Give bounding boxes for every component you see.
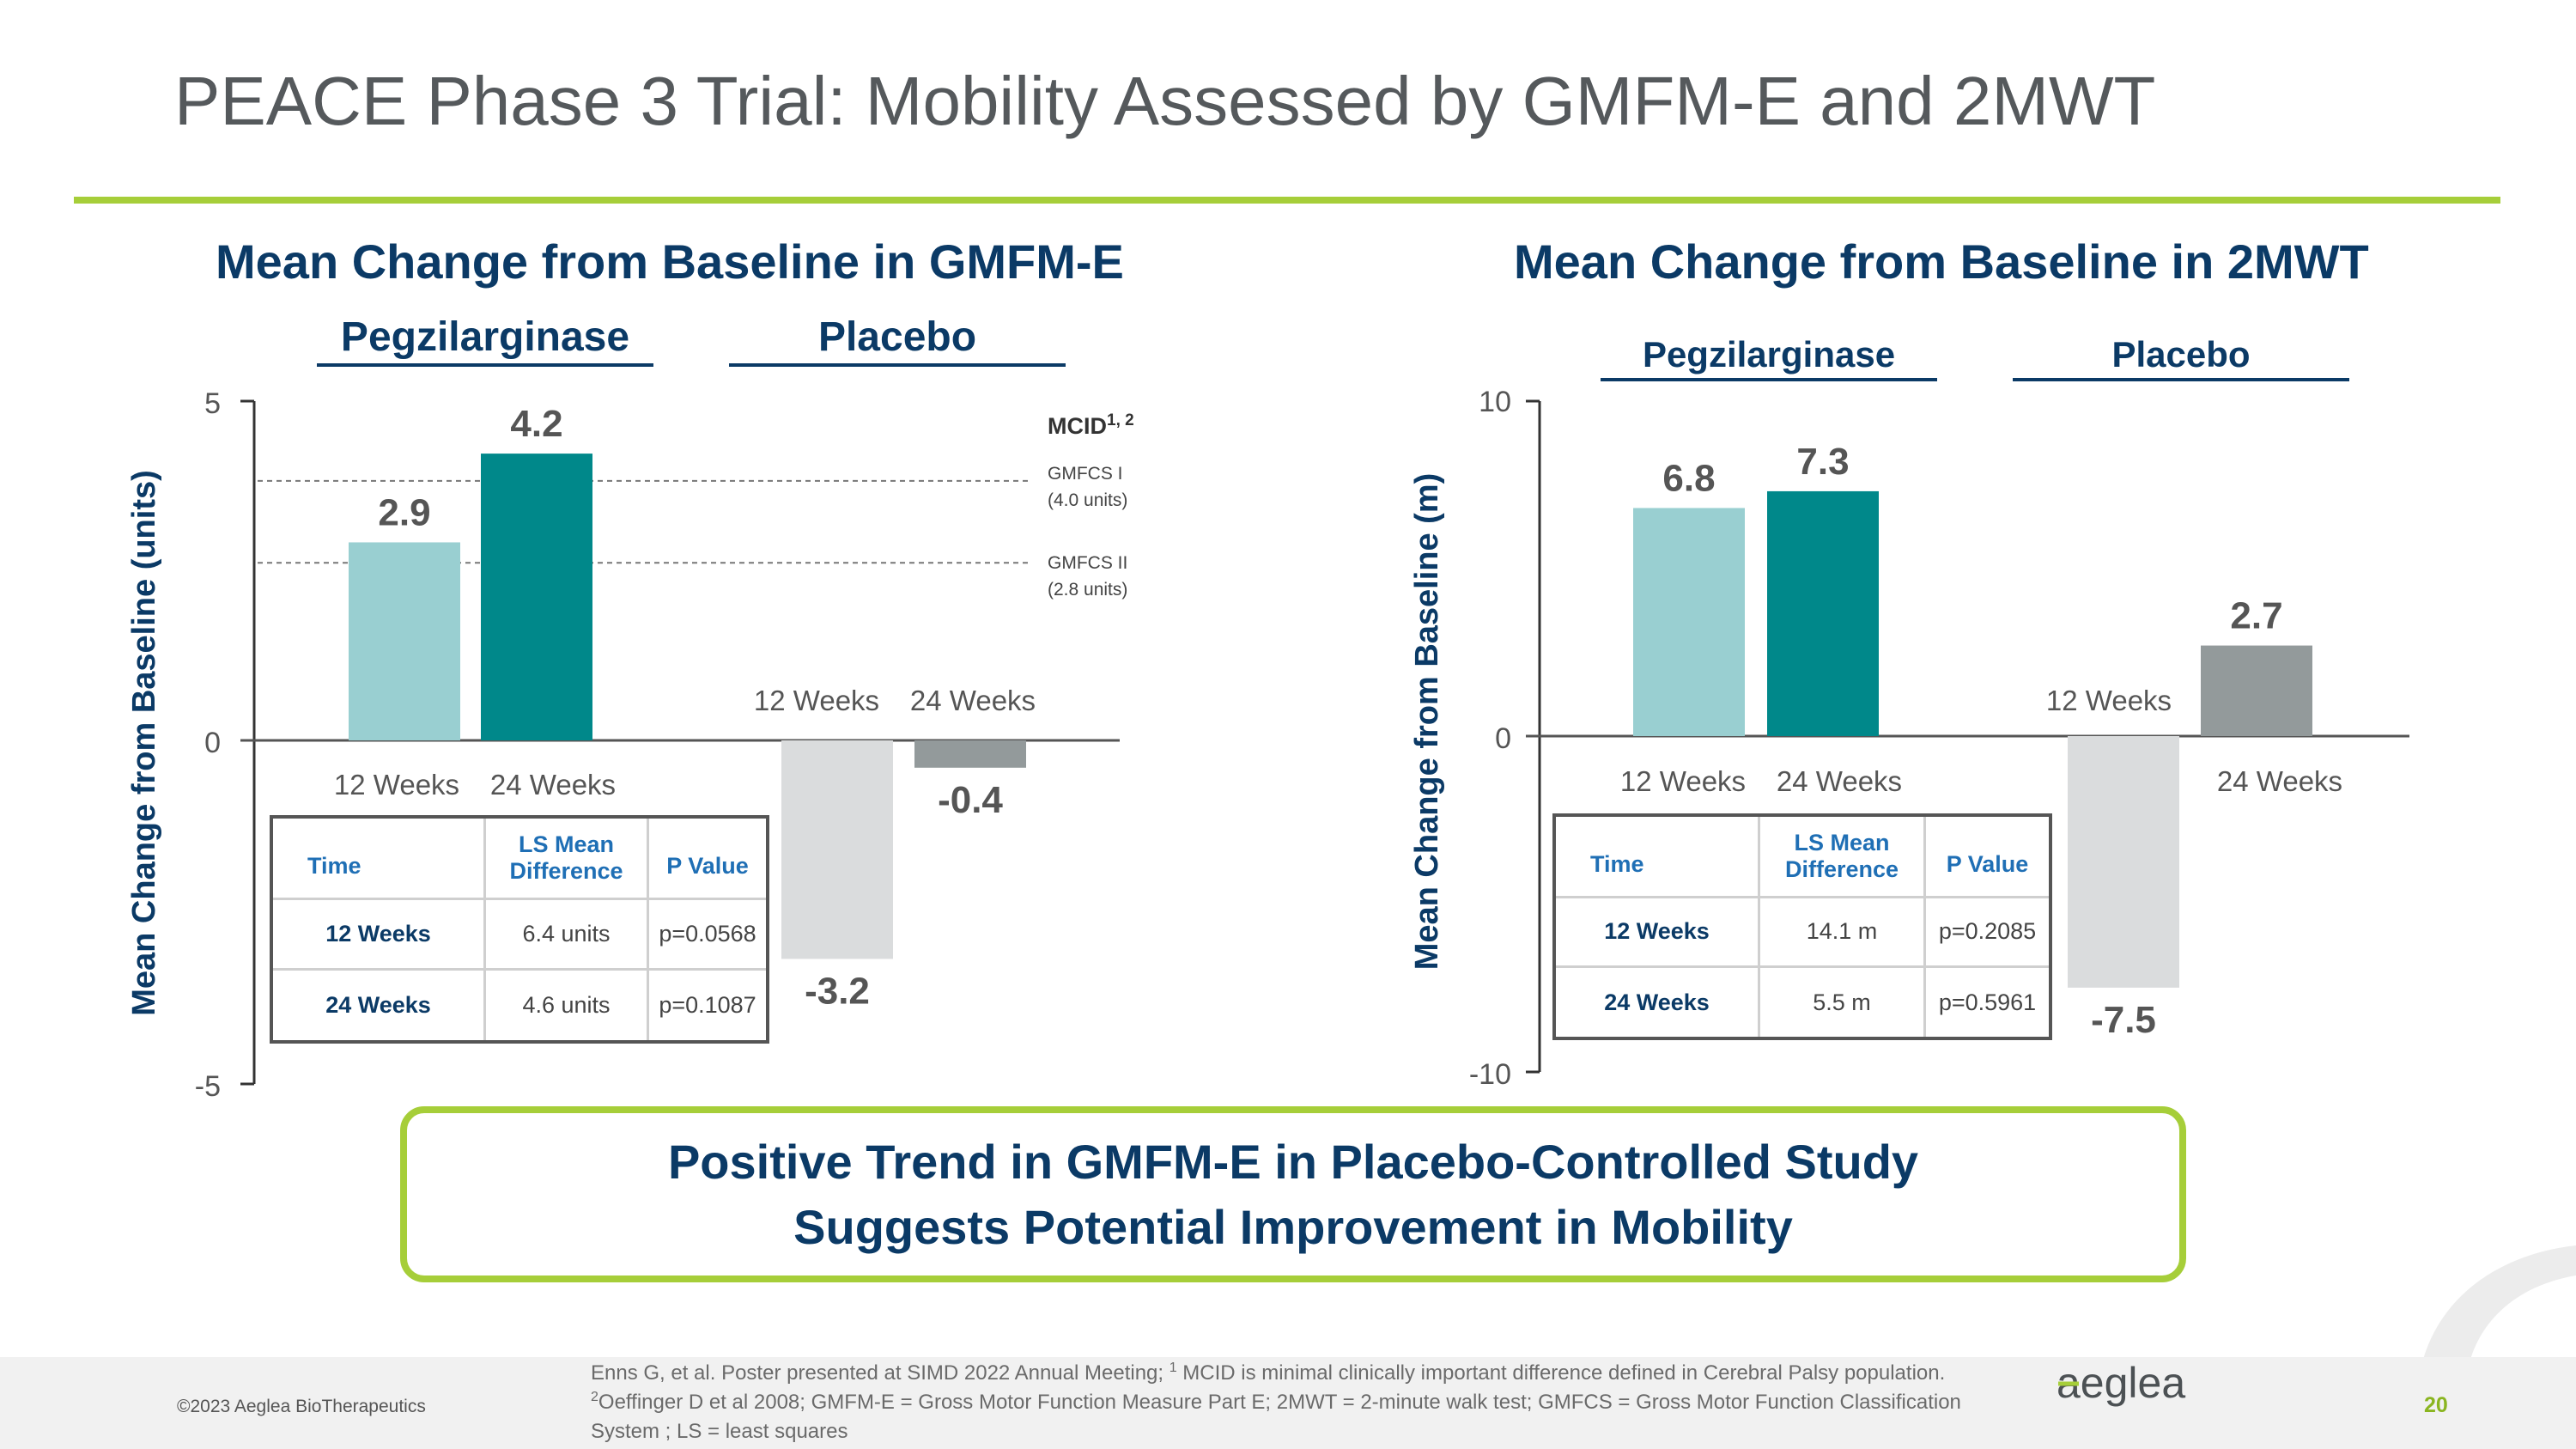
value-label-peg-12: 2.9 (378, 491, 430, 533)
x-label-placebo-24: 24 Weeks (2217, 765, 2342, 797)
table-cell-difference: 5.5 m (1758, 965, 1926, 1040)
table-cell-p-value: p=0.1087 (647, 968, 769, 1044)
aeglea-logo: aeglea (2057, 1361, 2185, 1407)
value-label-placebo-24: 2.7 (2230, 595, 2282, 637)
table-cell-p-value: p=0.2085 (1923, 895, 2052, 969)
mcid-gmfcs-ii-value: (2.8 units) (1048, 580, 1127, 600)
x-label-placebo-24: 24 Weeks (910, 685, 1036, 716)
table-row: 24 Weeks 5.5 m p=0.5961 (1552, 965, 2052, 1040)
mcid-gmfcs-i-label: GMFCS I (1048, 464, 1123, 484)
value-label-placebo-12: -3.2 (805, 970, 870, 1012)
footer-bar (0, 1357, 2576, 1449)
bar-peg-24-weeks (481, 454, 592, 740)
value-label-peg-12: 6.8 (1662, 457, 1715, 499)
table-cell-time: 24 Weeks (1552, 965, 1760, 1040)
2mwt-chart-title: Mean Change from Baseline in 2MWT (1514, 234, 2369, 289)
gmfm-stats-table: Time LS Mean Difference P Value 12 Weeks … (270, 815, 769, 1044)
key-takeaway-callout: Positive Trend in GMFM-E in Placebo-Cont… (400, 1106, 2186, 1282)
footnote: Enns G, et al. Poster presented at SIMD … (591, 1361, 1961, 1444)
bar-placebo-24-weeks (2201, 645, 2312, 736)
x-label-placebo-12: 12 Weeks (2046, 685, 2172, 716)
table-header-ls-mean: LS Mean Difference (483, 815, 649, 900)
page-number: 20 (2424, 1393, 2448, 1417)
bar-peg-12-weeks (1633, 508, 1745, 736)
x-label-peg-24: 24 Weeks (490, 769, 616, 801)
x-label-peg-12: 12 Weeks (334, 769, 459, 801)
value-label-peg-24: 7.3 (1796, 441, 1849, 483)
value-label-placebo-12: -7.5 (2091, 999, 2156, 1041)
x-label-peg-24: 24 Weeks (1777, 765, 1902, 797)
table-cell-difference: 14.1 m (1758, 895, 1926, 969)
gmfm-group-pegzilarginase: Pegzilarginase (317, 311, 653, 367)
callout-line-2: Suggests Potential Improvement in Mobili… (793, 1199, 1793, 1254)
x-label-peg-12: 12 Weeks (1620, 765, 1746, 797)
bar-peg-24-weeks (1767, 490, 1879, 736)
mcid-gmfcs-ii-label: GMFCS II (1048, 553, 1127, 573)
table-header-time: Time (1552, 813, 1760, 898)
title-divider (74, 197, 2500, 204)
table-row: 12 Weeks 14.1 m p=0.2085 (1552, 895, 2052, 969)
y-tick-label-top: 10 (1479, 386, 1511, 418)
y-tick-label-zero: 0 (1495, 722, 1511, 755)
y-tick-label-bottom: -5 (195, 1070, 221, 1103)
y-tick-label-bottom: -10 (1469, 1058, 1511, 1091)
bar-placebo-12-weeks (781, 740, 893, 959)
mcid-gmfcs-i-value: (4.0 units) (1048, 490, 1127, 510)
table-cell-difference: 4.6 units (483, 968, 649, 1044)
2mwt-stats-table: Time LS Mean Difference P Value 12 Weeks … (1552, 813, 2052, 1040)
value-label-placebo-24: -0.4 (938, 779, 1003, 821)
table-row: 12 Weeks 6.4 units p=0.0568 (270, 897, 769, 971)
gmfm-group-placebo: Placebo (729, 311, 1066, 367)
slide-title: PEACE Phase 3 Trial: Mobility Assessed b… (174, 63, 2156, 139)
y-axis-title: Mean Change from Baseline (m) (1409, 473, 1445, 971)
value-label-peg-24: 4.2 (510, 403, 562, 445)
copyright: ©2023 Aeglea BioTherapeutics (177, 1397, 426, 1416)
table-cell-p-value: p=0.0568 (647, 897, 769, 971)
table-cell-time: 24 Weeks (270, 968, 486, 1044)
y-tick-label-zero: 0 (204, 727, 221, 759)
table-cell-p-value: p=0.5961 (1923, 965, 2052, 1040)
table-row: 24 Weeks 4.6 units p=0.1087 (270, 968, 769, 1044)
gmfm-chart-title: Mean Change from Baseline in GMFM-E (216, 234, 1124, 289)
callout-line-1: Positive Trend in GMFM-E in Placebo-Cont… (667, 1134, 1919, 1189)
table-cell-time: 12 Weeks (1552, 895, 1760, 969)
table-cell-difference: 6.4 units (483, 897, 649, 971)
y-axis-title: Mean Change from Baseline (units) (126, 470, 162, 1016)
table-header-time: Time (270, 815, 486, 900)
x-label-placebo-12: 12 Weeks (754, 685, 879, 716)
table-header-p-value: P Value (647, 815, 769, 900)
table-cell-time: 12 Weeks (270, 897, 486, 971)
2mwt-group-placebo: Placebo (2013, 326, 2349, 381)
decorative-swoosh (2421, 1245, 2576, 1366)
table-header-ls-mean: LS Mean Difference (1758, 813, 1926, 898)
bar-placebo-24-weeks (914, 740, 1026, 768)
table-header-p-value: P Value (1923, 813, 2052, 898)
y-tick-label-top: 5 (204, 387, 221, 420)
2mwt-group-pegzilarginase: Pegzilarginase (1601, 326, 1937, 381)
bar-peg-12-weeks (349, 542, 460, 740)
mcid-heading: MCID1, 2 (1048, 411, 1134, 439)
bar-placebo-12-weeks (2068, 736, 2179, 988)
